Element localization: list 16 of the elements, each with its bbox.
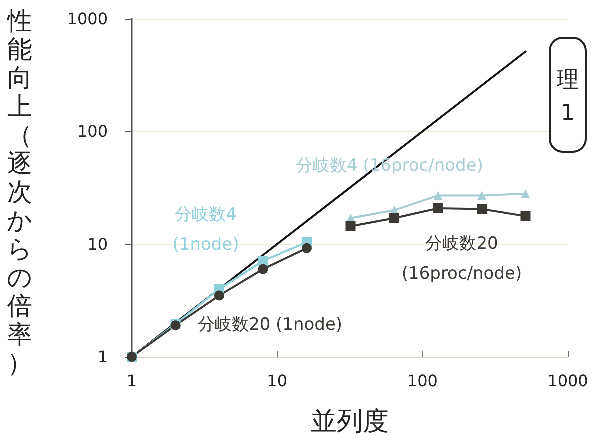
annotation: 1 (561, 100, 575, 126)
x-tick-label: 100 (407, 372, 438, 390)
y-tick-label: 1000 (67, 10, 108, 28)
series-label: 分岐数20 (16proc/node) (402, 234, 522, 284)
x-tick-label: 10 (267, 372, 288, 390)
callout-box: 理 1 (549, 37, 587, 153)
text: 性能向上（逐次からの倍率） (7, 6, 33, 378)
annotation: 理 (557, 66, 579, 94)
series-label: 分岐数20 (1node) (198, 315, 343, 335)
y-tick-label: 100 (77, 122, 108, 142)
x-axis-title: 並列度 (311, 407, 389, 437)
y-tick-label: 10 (88, 234, 108, 254)
y-tick-label: 1 (98, 348, 108, 366)
x-tick-label: 1 (126, 372, 138, 390)
series-label: 分岐数4 (1node) (172, 205, 240, 255)
x-tick-label: 1000 (548, 372, 588, 390)
